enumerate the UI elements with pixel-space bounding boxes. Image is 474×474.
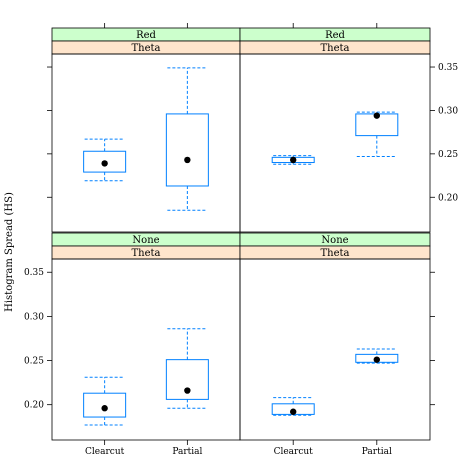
panel-frame: [239, 53, 431, 233]
strip-top-label: None: [132, 235, 159, 246]
panel-frame: [51, 258, 241, 441]
median-dot: [290, 156, 297, 164]
y-tick-label: 0.25: [438, 150, 458, 160]
y-axis-label: Histogram Spread (HS): [4, 192, 15, 312]
median-dot: [373, 356, 380, 363]
y-tick-label: 0.35: [438, 63, 458, 73]
y-tick-label: 0.30: [438, 106, 458, 116]
strip-bottom-label: Theta: [320, 248, 349, 259]
median-dot: [184, 387, 191, 394]
box-iqr: [165, 113, 209, 187]
x-tick-label: Clearcut: [85, 447, 125, 457]
x-tick-label: Partial: [172, 447, 202, 457]
panel-frame: [239, 258, 431, 441]
y-tick-label: 0.20: [24, 401, 44, 411]
median-dot: [373, 112, 380, 119]
y-tick-label: 0.20: [438, 193, 458, 203]
strip-bottom-label: Theta: [131, 248, 160, 259]
strip-bottom-label: Theta: [320, 43, 349, 54]
median-dot: [101, 405, 108, 412]
strip-top-label: None: [321, 235, 348, 246]
x-tick-label: Partial: [362, 447, 392, 457]
x-tick-label: Clearcut: [274, 447, 314, 457]
strip-top-label: Red: [136, 30, 156, 41]
median-dot: [184, 156, 191, 164]
y-tick-label: 0.35: [24, 268, 44, 278]
strip-bottom-label: Theta: [131, 43, 160, 54]
strip-top-label: Red: [325, 30, 345, 41]
y-tick-label: 0.30: [24, 312, 44, 322]
median-dot: [101, 160, 108, 167]
median-dot: [290, 408, 297, 415]
panel-frame: [51, 53, 241, 233]
y-tick-label: 0.25: [24, 357, 44, 367]
